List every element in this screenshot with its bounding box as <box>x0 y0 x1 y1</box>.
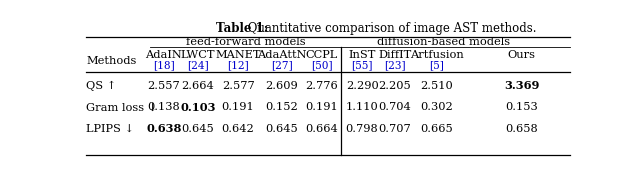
Text: 2.290: 2.290 <box>346 81 378 91</box>
Text: DiffIT: DiffIT <box>378 50 412 60</box>
Text: LPIPS ↓: LPIPS ↓ <box>86 124 134 134</box>
Text: AdaAttN: AdaAttN <box>257 50 307 60</box>
Text: [18]: [18] <box>153 60 175 70</box>
Text: [5]: [5] <box>429 60 444 70</box>
Text: Gram loss ↓: Gram loss ↓ <box>86 102 157 112</box>
Text: 0.152: 0.152 <box>265 102 298 112</box>
Text: 0.664: 0.664 <box>305 124 338 134</box>
Text: 0.638: 0.638 <box>146 124 181 135</box>
Text: AdaIN: AdaIN <box>145 50 182 60</box>
Text: 0.704: 0.704 <box>378 102 411 112</box>
Text: [24]: [24] <box>187 60 209 70</box>
Text: feed-forward models: feed-forward models <box>186 37 305 47</box>
Text: 1.110: 1.110 <box>346 102 378 112</box>
Text: [27]: [27] <box>271 60 292 70</box>
Text: Quantitative comparison of image AST methods.: Quantitative comparison of image AST met… <box>244 22 536 35</box>
Text: Artfusion: Artfusion <box>410 50 463 60</box>
Text: [55]: [55] <box>351 60 373 70</box>
Text: LWCT: LWCT <box>180 50 215 60</box>
Text: 0.138: 0.138 <box>147 102 180 112</box>
Text: 0.103: 0.103 <box>180 102 216 113</box>
Text: CCPL: CCPL <box>306 50 338 60</box>
Text: 2.510: 2.510 <box>420 81 453 91</box>
Text: 0.302: 0.302 <box>420 102 453 112</box>
Text: 0.645: 0.645 <box>265 124 298 134</box>
Text: [50]: [50] <box>311 60 333 70</box>
Text: 0.658: 0.658 <box>506 124 538 134</box>
Text: InST: InST <box>348 50 376 60</box>
Text: 2.776: 2.776 <box>305 81 338 91</box>
Text: 0.153: 0.153 <box>506 102 538 112</box>
Text: [23]: [23] <box>384 60 406 70</box>
Text: 2.577: 2.577 <box>221 81 255 91</box>
Text: 0.665: 0.665 <box>420 124 453 134</box>
Text: 2.664: 2.664 <box>181 81 214 91</box>
Text: Methods: Methods <box>86 56 136 66</box>
Text: 0.191: 0.191 <box>305 102 338 112</box>
Text: 0.707: 0.707 <box>378 124 411 134</box>
Text: diffusion-based models: diffusion-based models <box>378 37 511 47</box>
Text: 0.642: 0.642 <box>221 124 255 134</box>
Text: Ours: Ours <box>508 50 536 60</box>
Text: QS ↑: QS ↑ <box>86 81 116 91</box>
Text: Table 1:: Table 1: <box>216 22 268 35</box>
Text: 3.369: 3.369 <box>504 80 540 91</box>
Text: 2.557: 2.557 <box>147 81 180 91</box>
Text: 0.645: 0.645 <box>181 124 214 134</box>
Text: 0.191: 0.191 <box>221 102 255 112</box>
Text: [12]: [12] <box>227 60 249 70</box>
Text: 2.609: 2.609 <box>265 81 298 91</box>
Text: MANET: MANET <box>215 50 261 60</box>
Text: 2.205: 2.205 <box>378 81 411 91</box>
Text: 0.798: 0.798 <box>346 124 378 134</box>
